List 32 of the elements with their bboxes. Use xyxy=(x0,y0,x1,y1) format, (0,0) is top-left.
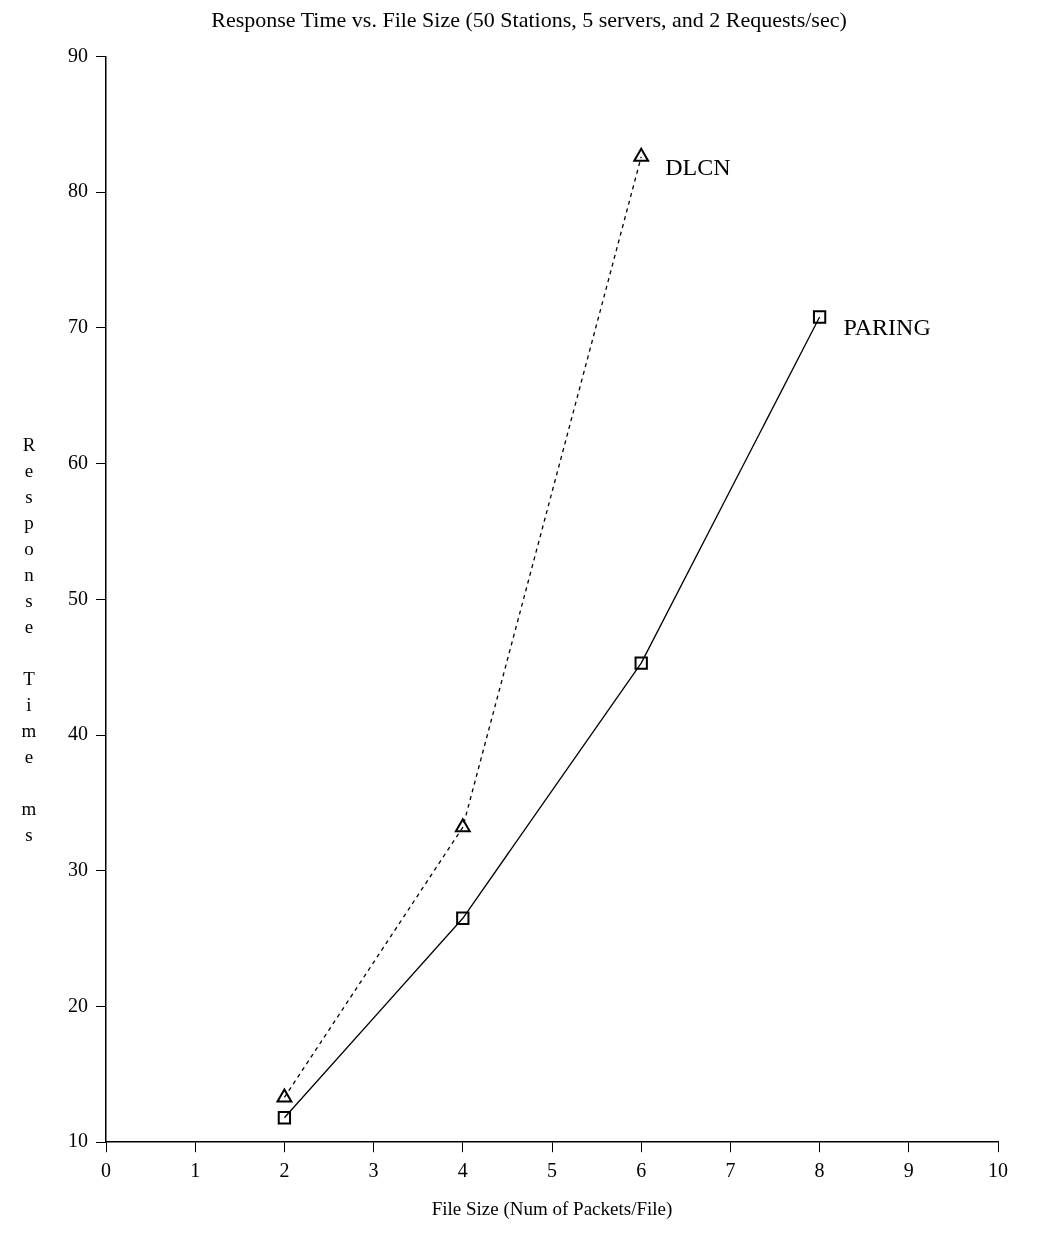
y-tick-label: 10 xyxy=(68,1129,88,1152)
x-tick-label: 6 xyxy=(636,1159,647,1182)
point xyxy=(276,1088,293,1103)
x-tick-label: 5 xyxy=(547,1159,557,1182)
chart-title: Response Time vs. File Size (50 Stations, 5 servers, and 2 Requests/sec) xyxy=(211,6,847,32)
x-tick-label: 0 xyxy=(101,1159,111,1182)
series-label: DLCN xyxy=(665,154,731,181)
y-tick-label: 80 xyxy=(68,179,88,202)
x-axis-title: File Size (Num of Packets/File) xyxy=(431,1197,673,1220)
y-tick-label: 20 xyxy=(68,993,88,1016)
y-tick-label: 30 xyxy=(68,858,88,880)
x-tick-label: 10 xyxy=(988,1159,1008,1182)
x-tick-label: 7 xyxy=(725,1159,736,1182)
point xyxy=(456,911,470,925)
x-tick-label: 3 xyxy=(368,1159,379,1182)
point xyxy=(454,818,471,833)
y-tick-label: 40 xyxy=(68,722,88,745)
x-tick-label: 1 xyxy=(190,1159,201,1182)
y-tick-label: 60 xyxy=(68,450,88,473)
y-tick-label: 90 xyxy=(68,43,88,66)
text: Response Time ms xyxy=(21,434,37,845)
point xyxy=(812,310,827,324)
point xyxy=(277,1111,292,1125)
point xyxy=(634,656,648,670)
y-tick-label: 50 xyxy=(68,586,88,609)
y-tick-label: 70 xyxy=(68,315,88,338)
x-tick-label: 4 xyxy=(457,1159,468,1182)
series-label: PARING xyxy=(843,314,931,341)
point xyxy=(633,147,650,162)
x-tick-label: 9 xyxy=(903,1159,914,1182)
x-tick-label: 8 xyxy=(814,1159,825,1182)
x-tick-label: 2 xyxy=(279,1159,290,1182)
